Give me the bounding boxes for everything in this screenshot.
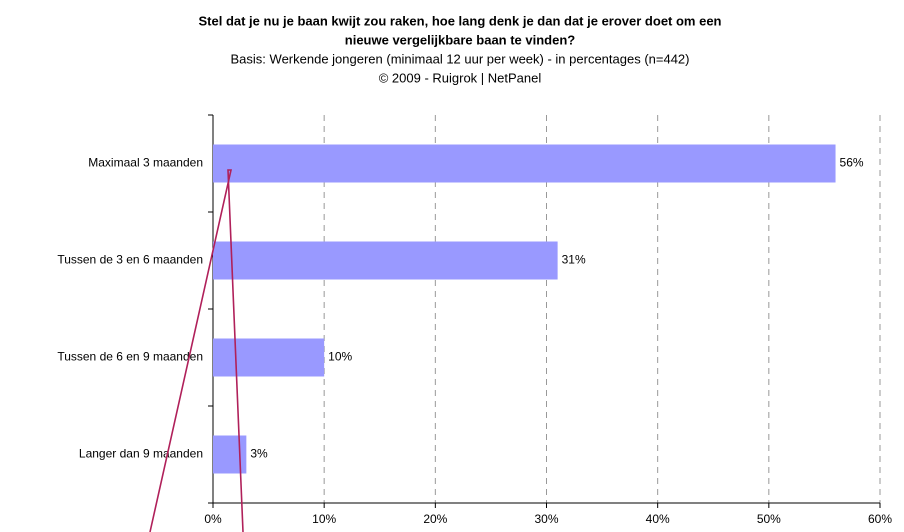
value-label: 31% — [562, 253, 586, 267]
y-tick-label: Tussen de 6 en 9 maanden — [57, 350, 203, 364]
value-label: 56% — [840, 156, 864, 170]
x-tick-label: 60% — [868, 512, 892, 526]
x-tick-label: 40% — [646, 512, 670, 526]
x-tick-label: 10% — [312, 512, 336, 526]
y-tick-label: Maximaal 3 maanden — [88, 156, 203, 170]
bar — [213, 144, 836, 183]
x-tick-label: 20% — [423, 512, 447, 526]
y-tick-label: Langer dan 9 maanden — [79, 447, 203, 461]
y-tick-label: Tussen de 3 en 6 maanden — [57, 253, 203, 267]
x-tick-label: 30% — [534, 512, 558, 526]
x-tick-label: 50% — [757, 512, 781, 526]
x-tick-label: 0% — [204, 512, 222, 526]
chart-subtitle: Basis: Werkende jongeren (minimaal 12 uu… — [231, 51, 690, 66]
annotation-stroke — [149, 169, 244, 532]
chart-subtitle: © 2009 - Ruigrok | NetPanel — [379, 70, 542, 85]
value-label: 10% — [328, 350, 352, 364]
bar — [213, 241, 558, 280]
chart-title: nieuwe vergelijkbare baan te vinden? — [345, 32, 576, 47]
plot: 0% 10% 20% 30% 40% 50% 60% Maximaal 3 maanden 56… — [57, 114, 892, 526]
chart-title: Stel dat je nu je baan kwijt zou raken, … — [198, 13, 721, 28]
bar — [213, 338, 325, 377]
bar — [213, 435, 247, 474]
value-label: 3% — [250, 447, 268, 461]
